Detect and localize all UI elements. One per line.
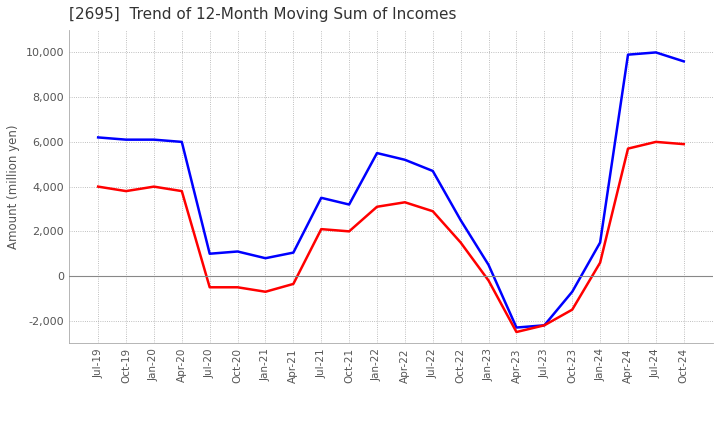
Net Income [400,200,409,205]
Net Income [178,188,186,194]
Ordinary Income [540,323,549,328]
Net Income [456,240,465,245]
Ordinary Income [205,251,214,257]
Net Income [595,260,604,265]
Ordinary Income [624,52,632,57]
Net Income [485,278,493,283]
Net Income [540,323,549,328]
Ordinary Income [400,157,409,162]
Net Income [624,146,632,151]
Ordinary Income [178,139,186,144]
Ordinary Income [456,217,465,223]
Ordinary Income [94,135,102,140]
Net Income [568,307,577,312]
Net Income [150,184,158,189]
Net Income [345,229,354,234]
Ordinary Income [568,289,577,294]
Ordinary Income [373,150,382,156]
Line: Ordinary Income: Ordinary Income [98,52,684,327]
Ordinary Income [512,325,521,330]
Net Income [512,330,521,335]
Line: Net Income: Net Income [98,142,684,332]
Net Income [317,227,325,232]
Ordinary Income [595,240,604,245]
Ordinary Income [289,250,297,255]
Ordinary Income [652,50,660,55]
Net Income [680,142,688,147]
Net Income [94,184,102,189]
Ordinary Income [317,195,325,201]
Ordinary Income [345,202,354,207]
Net Income [289,281,297,286]
Ordinary Income [485,262,493,268]
Net Income [261,289,270,294]
Ordinary Income [428,169,437,174]
Net Income [205,285,214,290]
Ordinary Income [233,249,242,254]
Net Income [233,285,242,290]
Ordinary Income [680,59,688,64]
Y-axis label: Amount (million yen): Amount (million yen) [7,125,20,249]
Ordinary Income [122,137,130,142]
Net Income [122,188,130,194]
Net Income [652,139,660,144]
Ordinary Income [261,256,270,261]
Net Income [428,209,437,214]
Net Income [373,204,382,209]
Text: [2695]  Trend of 12-Month Moving Sum of Incomes: [2695] Trend of 12-Month Moving Sum of I… [69,7,456,22]
Ordinary Income [150,137,158,142]
